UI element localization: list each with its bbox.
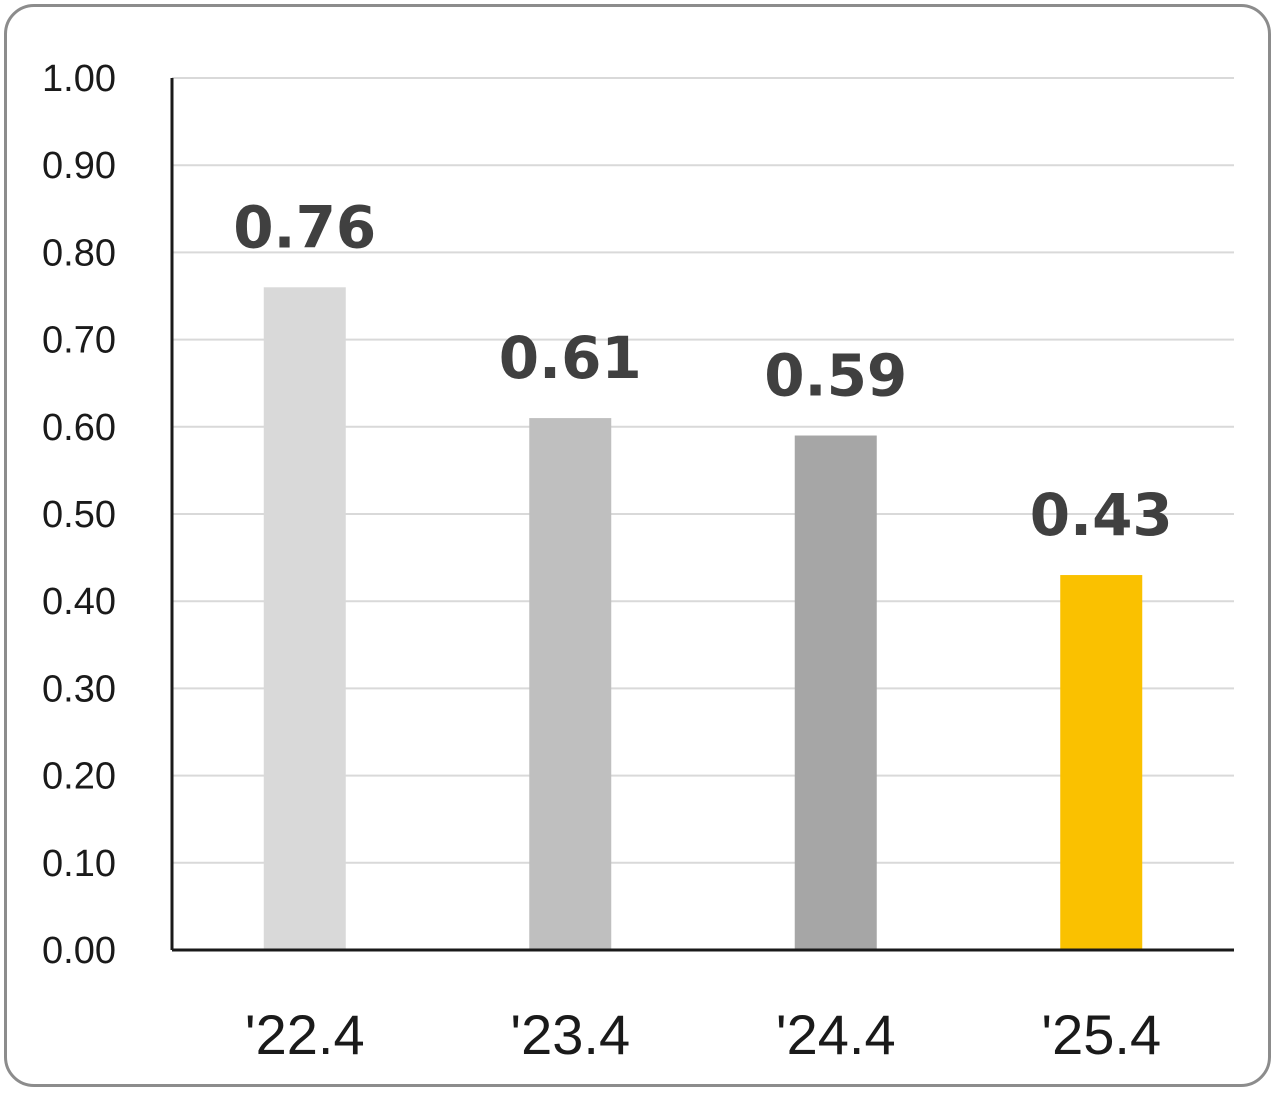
y-tick-label: 0.90 <box>42 145 116 187</box>
axes <box>170 78 1234 952</box>
chart-frame <box>4 4 1271 1087</box>
y-tick-label: 0.70 <box>42 320 116 362</box>
bar <box>794 435 877 950</box>
y-tick-label: 0.80 <box>42 232 116 274</box>
bar <box>529 418 612 951</box>
y-tick-label: 0.00 <box>42 930 116 972</box>
x-axis-category-labels: '22.4 '23.4 '24.4 '25.4 <box>245 1003 1161 1066</box>
x-category-label: '22.4 <box>245 1003 365 1066</box>
y-tick-label: 0.60 <box>42 407 116 449</box>
y-tick-label: 0.30 <box>42 668 116 710</box>
data-label: 0.61 <box>499 324 642 392</box>
bar <box>1060 575 1143 950</box>
x-category-label: '24.4 <box>776 1003 896 1066</box>
y-tick-label: 0.50 <box>42 494 116 536</box>
y-tick-label: 0.40 <box>42 581 116 623</box>
data-labels: 0.76 0.61 0.59 0.43 <box>233 193 1173 549</box>
x-category-label: '25.4 <box>1041 1003 1161 1066</box>
bars <box>263 287 1143 951</box>
y-tick-label: 1.00 <box>42 58 116 100</box>
gridlines <box>172 77 1234 864</box>
data-label: 0.43 <box>1030 481 1173 549</box>
y-tick-label: 0.10 <box>42 843 116 885</box>
data-label: 0.59 <box>764 342 907 410</box>
y-tick-label: 0.20 <box>42 756 116 798</box>
x-category-label: '23.4 <box>510 1003 630 1066</box>
y-axis-tick-labels: 0.00 0.10 0.20 0.30 0.40 0.50 0.60 0.70 0.80 0.90… <box>42 58 116 972</box>
data-label: 0.76 <box>233 193 376 261</box>
bar <box>263 287 346 950</box>
